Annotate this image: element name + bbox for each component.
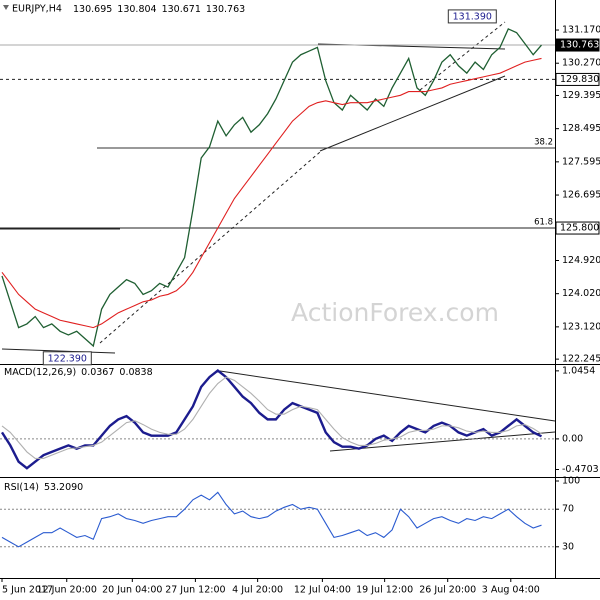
x-tick-label: 19 Jul 12:00	[356, 585, 413, 596]
series-line	[1, 376, 542, 459]
y-tick-label: 124.020	[562, 288, 600, 299]
series-line	[1, 28, 542, 348]
indicator-name: MACD(12,26,9)	[4, 367, 76, 378]
y-tick-label: 126.695	[562, 190, 600, 201]
chart-title: EURJPY,H4	[12, 4, 62, 15]
x-tick-label: 5 Jun 2017	[2, 585, 53, 596]
y-tick-label: -0.4703	[562, 464, 599, 475]
level-label: 129.830	[560, 74, 599, 85]
trend-line	[219, 370, 556, 422]
y-tick-label: 128.495	[562, 123, 600, 134]
fib-label: 61.8	[534, 218, 553, 228]
extreme-box	[42, 351, 92, 366]
y-tick-label: 129.395	[562, 90, 600, 101]
x-tick-label: 26 Jul 20:00	[419, 585, 476, 596]
y-tick-label: 1.0454	[562, 365, 595, 376]
level-label: 125.800	[560, 223, 599, 234]
x-tick-label: 12 Jul 04:00	[294, 585, 351, 596]
series-line	[1, 57, 542, 329]
extreme-label: 122.390	[48, 353, 87, 364]
indicator-title: MACD(12,26,9) 0.0367 0.0838	[4, 367, 153, 378]
watermark: ActionForex.com	[291, 298, 499, 327]
y-tick-label: 127.595	[562, 156, 600, 167]
trend-line	[99, 151, 321, 344]
indicator-title: RSI(14) 53.2090	[4, 482, 83, 493]
x-tick-label: 20 Jun 04:00	[102, 585, 162, 596]
level-box	[555, 72, 600, 86]
y-tick-label: 0.00	[562, 433, 583, 444]
y-tick-label: 70	[562, 504, 574, 515]
y-tick-label: 122.245	[562, 354, 600, 365]
extreme-label: 131.390	[453, 11, 492, 22]
y-tick-label: 130.270	[562, 58, 600, 69]
indicator-name: RSI(14)	[4, 482, 39, 493]
level-label: 130.763	[560, 40, 599, 51]
level-box	[555, 221, 600, 235]
indicator-reading: 0.0838	[119, 367, 152, 378]
y-tick-label: 100	[562, 476, 580, 487]
quote-value: 130.804	[117, 4, 156, 15]
indicator-reading: 0.0367	[81, 367, 114, 378]
extreme-box	[447, 9, 497, 24]
y-tick-label: 124.920	[562, 255, 600, 266]
quote-value: 130.671	[162, 4, 201, 15]
y-tick-label: 30	[562, 541, 574, 552]
x-tick-label: 3 Aug 04:00	[482, 585, 540, 596]
level-box	[555, 38, 600, 52]
x-tick-label: 12 Jun 20:00	[37, 585, 97, 596]
x-tick-label: 4 Jul 20:00	[232, 585, 283, 596]
menu-icon	[3, 5, 9, 10]
y-tick-label: 123.120	[562, 321, 600, 332]
quote: 130.695 130.804 130.671 130.763	[73, 4, 245, 15]
frame	[0, 0, 600, 579]
trend-line	[329, 431, 556, 452]
x-tick-label: 27 Jun 12:00	[165, 585, 225, 596]
y-tick-label: 131.170	[562, 25, 600, 36]
series-line	[1, 491, 542, 548]
quote-value: 130.763	[206, 4, 245, 15]
trend-line	[319, 75, 506, 152]
quote-value: 130.695	[73, 4, 112, 15]
trend-line	[1, 348, 116, 354]
indicator-reading: 53.2090	[44, 482, 83, 493]
fib-label: 38.2	[534, 138, 553, 148]
